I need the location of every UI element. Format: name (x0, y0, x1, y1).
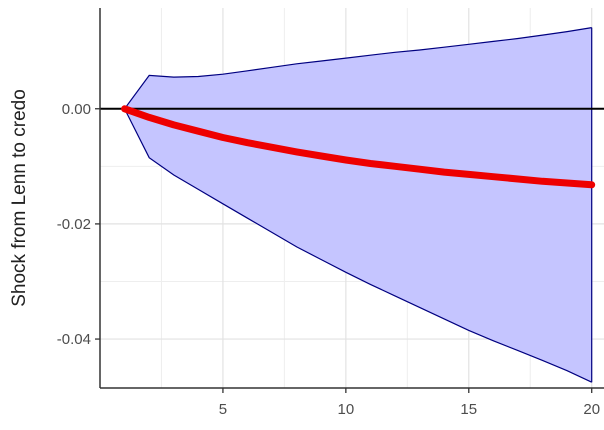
tick-label-layer: 5 10 15 20 0.00 -0.02 -0.04 (57, 101, 600, 418)
y-axis-title: Shock from Lenn to credo (9, 89, 30, 307)
response-line (121, 105, 596, 189)
y-tick-label: 0.00 (62, 101, 91, 118)
confidence-band-layer (124, 27, 593, 383)
axis-layer (95, 8, 604, 393)
x-tick-label: 20 (583, 401, 600, 418)
upper-band-line (124, 27, 592, 110)
x-tick-label: 10 (338, 401, 355, 418)
x-tick-label: 15 (460, 401, 477, 418)
confidence-band-area (124, 27, 592, 383)
y-tick-label: -0.04 (57, 331, 91, 348)
y-tick-label: -0.02 (57, 216, 91, 233)
lower-band-line (124, 108, 592, 383)
response-line-layer (121, 105, 596, 189)
x-tick-label: 5 (219, 401, 227, 418)
